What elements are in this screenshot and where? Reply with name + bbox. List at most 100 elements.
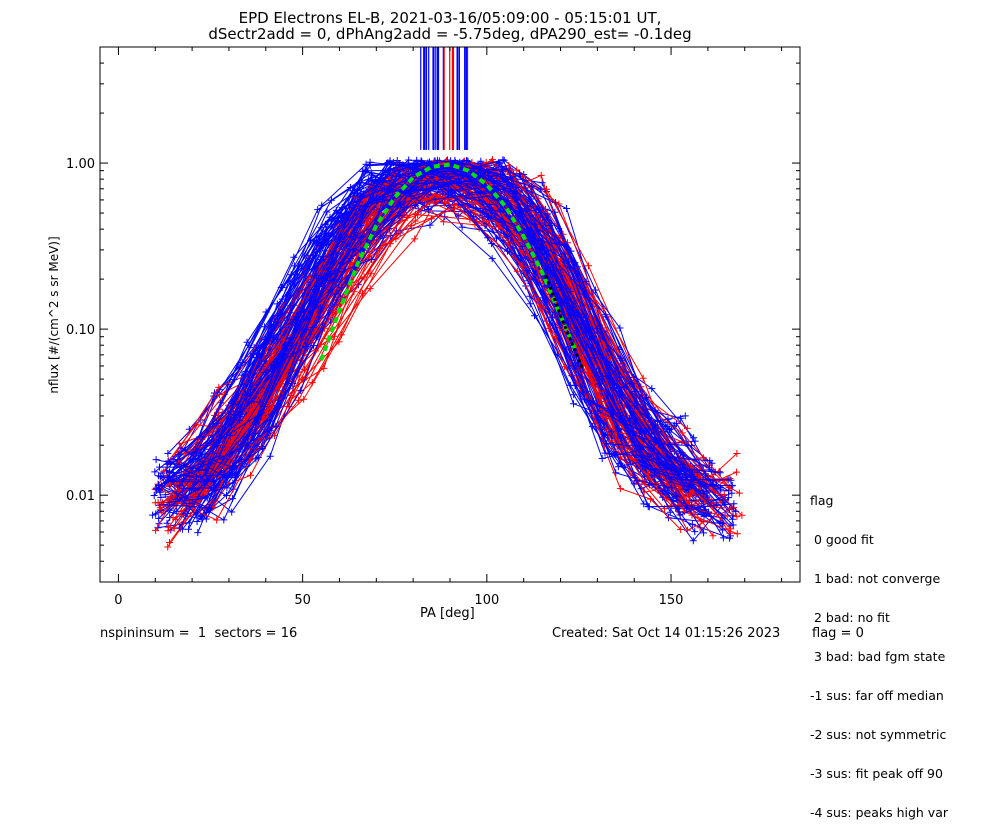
blue-series-point — [526, 227, 534, 235]
blue-series-point — [368, 256, 376, 263]
red-series-line — [173, 163, 704, 529]
blue-series-point — [669, 494, 677, 502]
blue-series-point — [223, 492, 230, 499]
blue-series-line — [181, 163, 714, 485]
blue-series-point — [302, 335, 310, 343]
blue-series-point — [260, 369, 268, 376]
red-series-point — [733, 530, 741, 538]
blue-series-point — [168, 476, 176, 484]
blue-series-point — [232, 469, 240, 477]
blue-series-point — [186, 472, 194, 480]
red-series-point — [320, 364, 328, 372]
blue-series-point — [328, 217, 336, 225]
blue-series-point — [565, 258, 572, 266]
blue-series-point — [730, 500, 738, 508]
red-series-point — [561, 363, 569, 371]
footer-spin-info: nspininsum = 1 sectors = 16 — [100, 626, 298, 641]
blue-series-point — [206, 505, 214, 513]
legend-title: flag — [810, 493, 834, 508]
blue-series-point — [160, 501, 168, 509]
blue-series-point — [156, 473, 164, 481]
blue-series-point — [227, 407, 235, 415]
blue-series-point — [350, 233, 358, 240]
blue-series-point — [193, 518, 201, 525]
flag-legend: flag 0 good fit 1 bad: not converge 2 ba… — [810, 468, 948, 832]
blue-series-point — [566, 288, 574, 295]
red-series-point — [606, 437, 614, 445]
blue-series-point — [376, 232, 384, 240]
blue-series-point — [729, 521, 737, 529]
blue-series-point — [399, 161, 407, 169]
red-series-point — [603, 326, 611, 334]
blue-series-point — [495, 159, 503, 167]
blue-series-line — [201, 160, 692, 465]
blue-series-point — [194, 529, 202, 537]
red-series-point — [152, 526, 160, 534]
red-series-point — [735, 489, 743, 497]
red-series-point — [165, 523, 173, 531]
red-series-point — [683, 424, 691, 432]
y-axis-label: nflux [#/(cm^2 s sr MeV)] — [47, 236, 61, 394]
blue-series-point — [642, 461, 650, 469]
blue-series-point — [332, 206, 340, 214]
blue-series-point — [636, 429, 644, 437]
blue-series-point — [425, 206, 432, 213]
blue-series-point — [499, 156, 507, 164]
blue-series-point — [355, 178, 363, 186]
red-series-point — [678, 429, 686, 437]
blue-series-point — [681, 412, 689, 420]
blue-series-point — [591, 286, 599, 294]
red-series-point — [414, 211, 422, 219]
blue-series-point — [155, 472, 162, 480]
blue-series-point — [152, 456, 160, 464]
blue-series-point — [188, 457, 196, 465]
blue-series-point — [289, 350, 297, 358]
blue-series-point — [250, 351, 258, 359]
blue-series-point — [567, 247, 575, 255]
blue-series-point — [682, 471, 690, 479]
blue-series-point — [183, 510, 191, 518]
red-series-point — [166, 539, 173, 546]
blue-series-point — [616, 324, 624, 332]
blue-series-point — [309, 324, 317, 331]
blue-series-point — [728, 481, 736, 489]
red-series-point — [359, 289, 366, 297]
blue-series-point — [516, 170, 523, 178]
blue-series-point — [560, 250, 568, 258]
blue-series-point — [226, 432, 234, 439]
red-series-point — [504, 240, 512, 248]
blue-series-point — [677, 414, 685, 422]
legend-item: -1 sus: far off median — [810, 688, 944, 703]
blue-series-point — [640, 500, 648, 508]
blue-series-point — [156, 463, 163, 471]
blue-series-point — [527, 195, 535, 203]
blue-series-point — [486, 201, 494, 208]
blue-series-point — [337, 284, 345, 292]
blue-series-point — [703, 493, 711, 501]
red-series-point — [151, 499, 159, 507]
blue-series-point — [690, 434, 698, 442]
blue-series-point — [601, 311, 609, 319]
blue-series-point — [346, 184, 354, 191]
blue-series-point — [615, 424, 623, 432]
blue-series-point — [668, 484, 676, 492]
red-series-point — [247, 471, 254, 479]
blue-series-point — [640, 427, 648, 435]
blue-series-point — [488, 240, 496, 248]
y-tick-label: 1.00 — [66, 157, 95, 172]
blue-series-line — [158, 172, 732, 519]
blue-series-point — [538, 179, 546, 187]
blue-series-point — [151, 468, 159, 476]
blue-series-point — [261, 323, 269, 331]
blue-series-point — [178, 525, 186, 533]
blue-series-point — [247, 398, 255, 406]
red-series-point — [164, 543, 172, 551]
blue-series-point — [177, 444, 185, 452]
blue-series-point — [468, 164, 476, 172]
red-series-point — [513, 267, 521, 275]
blue-series-point — [287, 271, 295, 279]
blue-series-point — [431, 195, 439, 203]
blue-series-point — [405, 156, 413, 164]
x-axis-label: PA [deg] — [420, 606, 475, 621]
blue-series-point — [193, 511, 201, 519]
